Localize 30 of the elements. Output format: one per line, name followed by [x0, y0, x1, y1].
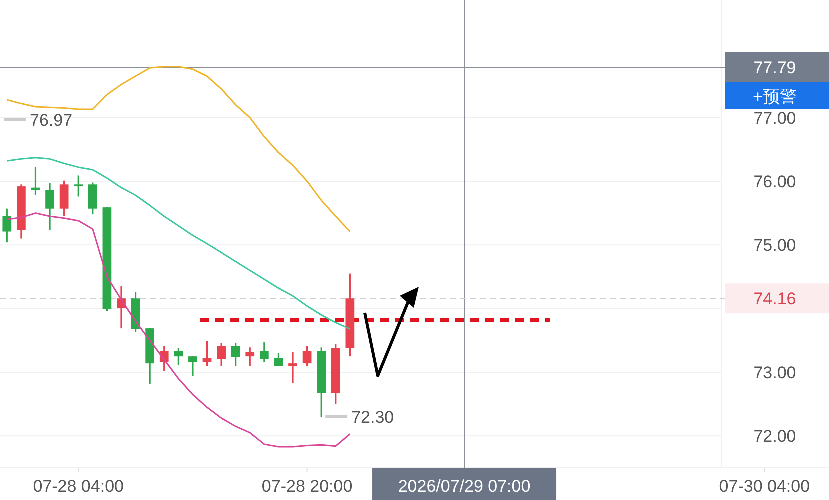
candlestick: [74, 174, 84, 198]
x-tick-label: 07-28 04:00: [33, 477, 124, 496]
y-tick-label: 72.00: [754, 427, 796, 446]
candlestick: [202, 340, 212, 367]
candlestick: [31, 166, 40, 196]
x-tick-label: 07-30 04:00: [719, 477, 810, 496]
y-tick-label: 76.00: [754, 172, 796, 192]
candlestick: [174, 347, 184, 366]
annotation: +预警: [753, 87, 797, 106]
ref-line-label: 2026/07/29 07:00: [398, 477, 531, 496]
ref-line-label: 77.79: [754, 58, 796, 78]
candlestick: [246, 346, 255, 367]
y-tick-label: 75.00: [754, 236, 796, 256]
candlestick: [231, 342, 240, 367]
y-tick-label: 73.00: [754, 363, 796, 382]
candlestick: [302, 346, 312, 367]
candlestick: [217, 342, 226, 367]
candlestick: [2, 208, 12, 244]
line-series: [6, 66, 351, 233]
candlestick: [46, 182, 54, 232]
ref-line-label: 74.16: [754, 290, 796, 309]
candlestick: [260, 342, 269, 364]
candlestick: [288, 351, 298, 384]
x-tick-label: 07-28 20:00: [262, 477, 353, 496]
y-tick-label: 77.00: [754, 108, 796, 128]
annotation: 76.97: [30, 111, 73, 130]
candlestick: [188, 356, 198, 378]
annotation: 72.30: [352, 408, 394, 428]
candlestick: [274, 352, 284, 367]
line-series: [6, 157, 351, 330]
